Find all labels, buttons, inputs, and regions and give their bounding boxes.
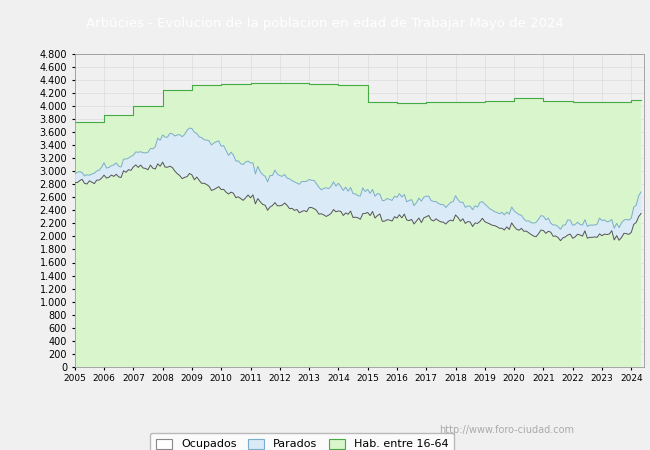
Text: Arbúcies - Evolucion de la poblacion en edad de Trabajar Mayo de 2024: Arbúcies - Evolucion de la poblacion en … bbox=[86, 17, 564, 30]
Legend: Ocupados, Parados, Hab. entre 16-64: Ocupados, Parados, Hab. entre 16-64 bbox=[150, 433, 454, 450]
Text: http://www.foro-ciudad.com: http://www.foro-ciudad.com bbox=[439, 425, 575, 435]
